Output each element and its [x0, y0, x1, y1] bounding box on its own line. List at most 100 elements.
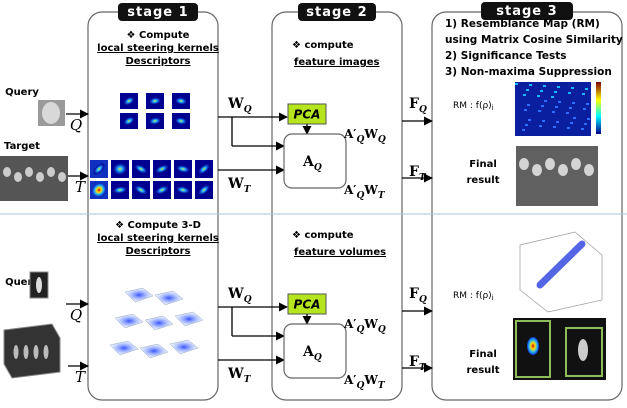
target-symbol: T — [75, 368, 86, 386]
query-figure — [36, 277, 42, 293]
target-face — [25, 167, 33, 177]
target-face — [36, 172, 44, 182]
w-q-base: W — [227, 286, 244, 302]
rm-label: RM : f(ρ)i — [453, 101, 494, 113]
rm-noise — [583, 108, 586, 110]
w-q-sub: Q — [244, 295, 252, 305]
f-t: FT — [409, 164, 427, 183]
aw-q-base2: W — [363, 127, 378, 141]
result-face — [571, 158, 581, 170]
aw-q-base2: W — [363, 317, 378, 331]
rm-noise — [539, 125, 542, 127]
rm-noise — [543, 85, 546, 87]
query-label: Query — [5, 87, 39, 98]
result-face — [558, 164, 568, 176]
stage3-step: using Matrix Cosine Similarity — [445, 34, 623, 46]
rm-noise — [528, 119, 531, 121]
rm-noise — [551, 96, 554, 98]
stage3-step: 2) Significance Tests — [445, 50, 567, 62]
stage2-text: feature volumes — [294, 247, 386, 258]
target-figure — [24, 345, 29, 359]
result-face — [532, 164, 542, 176]
stage3-step: 3) Non-maxima Suppression — [445, 66, 612, 78]
rm-noise — [587, 118, 590, 120]
w-t-base: W — [227, 366, 244, 382]
target-face — [3, 167, 11, 177]
w-q-sub: Q — [244, 105, 252, 115]
final-result: result — [467, 365, 500, 376]
w-q: WQ — [227, 96, 252, 115]
aw-q-base: A′ — [343, 127, 356, 141]
f-t: FT — [409, 354, 427, 373]
f-t-base: F — [409, 354, 419, 370]
stage1-text: Descriptors — [125, 246, 190, 257]
target-symbol: T — [75, 178, 86, 196]
rm-noise — [586, 103, 589, 105]
rm-noise — [529, 84, 532, 86]
f-t-base: F — [409, 164, 419, 180]
rm-label: RM : f(ρ)i — [453, 291, 494, 303]
result-figure — [578, 339, 588, 361]
rm-noise — [538, 110, 541, 112]
rm-noise — [558, 101, 561, 103]
result-photo — [516, 146, 598, 206]
rm-noise — [582, 93, 585, 95]
rm-noise — [581, 128, 584, 130]
rm-noise — [542, 120, 545, 122]
rm-noise — [570, 122, 573, 124]
stage2-text: ❖ compute — [292, 230, 354, 241]
rm-noise — [557, 86, 560, 88]
f-q: FQ — [409, 96, 427, 115]
stage-header: stage 2 — [306, 5, 367, 20]
rm-noise — [568, 92, 571, 94]
rm-noise — [540, 90, 543, 92]
final-result: Final — [469, 349, 497, 360]
w-t: WT — [227, 366, 252, 385]
stage2-text: ❖ compute — [292, 40, 354, 51]
target-figure — [44, 345, 49, 359]
rm-noise — [537, 95, 540, 97]
rm-noise — [585, 88, 588, 90]
a-box — [284, 134, 346, 188]
stage3-step: 1) Resemblance Map (RM) — [445, 18, 600, 30]
aw-q-sub: Q — [356, 135, 364, 145]
rm-noise — [552, 111, 555, 113]
w-q: WQ — [227, 286, 252, 305]
rm-noise — [573, 117, 576, 119]
aw-t-sub: Q — [356, 191, 364, 201]
rm-noise — [515, 83, 518, 85]
stage1-text: local steering kernels — [97, 233, 219, 244]
a-box — [284, 324, 346, 378]
aw-t-sub: Q — [356, 381, 364, 391]
rm-noise — [522, 129, 525, 131]
stage1-text: ❖ Compute 3-D — [115, 220, 201, 231]
aw-t-base: A′ — [343, 373, 356, 387]
rm-noise — [567, 127, 570, 129]
rm-noise — [572, 102, 575, 104]
rm-noise — [569, 107, 572, 109]
w-t-base: W — [227, 176, 244, 192]
aw-q-sub: Q — [356, 325, 364, 335]
rm-label-base: RM : f(ρ) — [453, 101, 492, 111]
target-label: Target — [4, 141, 40, 152]
rm-noise — [541, 105, 544, 107]
rm-noise — [523, 94, 526, 96]
query-symbol: Q — [70, 306, 82, 324]
target-face — [47, 167, 55, 177]
rm-noise — [524, 109, 527, 111]
final-result: result — [467, 175, 500, 186]
a-q-sub: Q — [314, 163, 322, 173]
rm-noise — [526, 89, 529, 91]
w-q-base: W — [227, 96, 244, 112]
colorbar — [596, 82, 601, 134]
w-t: WT — [227, 176, 252, 195]
target-figure — [34, 345, 39, 359]
result-face — [519, 158, 529, 170]
final-result: Final — [469, 159, 497, 170]
target-image — [4, 324, 60, 378]
aw-q-sub2: Q — [378, 325, 386, 335]
aw-q-sub2: Q — [378, 135, 386, 145]
pca-label: PCA — [294, 108, 321, 122]
aw-t-base: A′ — [343, 183, 356, 197]
stage1-text: local steering kernels — [97, 43, 219, 54]
